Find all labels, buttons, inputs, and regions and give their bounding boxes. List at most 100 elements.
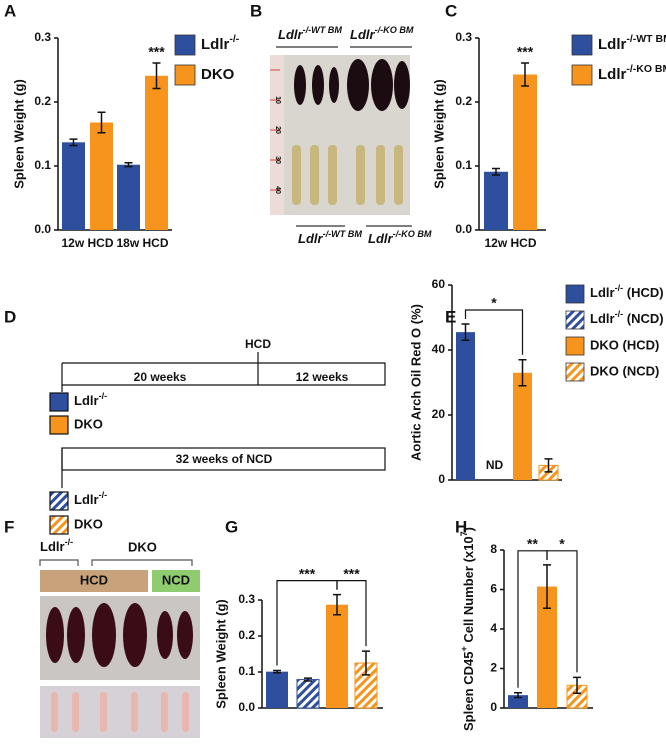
y-tick-label: 0.3 (34, 30, 51, 44)
y-axis-label: Spleen Weight (g) (213, 599, 228, 709)
bar (296, 679, 320, 709)
legend-swatch (565, 284, 585, 304)
legend-label: Ldlr-/- (NCD) (590, 309, 664, 326)
text-part: -/- (229, 33, 239, 45)
diet-label: HCD (80, 572, 108, 587)
text-part: Ldlr (368, 231, 393, 246)
error-bar (304, 677, 312, 682)
error-bar (543, 564, 551, 610)
timeline-label: HCD (245, 337, 271, 351)
bar (62, 142, 85, 230)
group-label: Ldlr-/- (40, 537, 73, 554)
significance: *** (148, 44, 165, 60)
significance: * (559, 536, 565, 552)
bar (513, 372, 532, 480)
ruler-label: 30 (274, 156, 281, 164)
error-bar (273, 669, 281, 674)
legend-swatch (565, 362, 585, 382)
y-tick-label: 6 (490, 582, 497, 596)
y-tick-label: 0.3 (238, 592, 255, 606)
text-part: Ldlr (201, 36, 229, 53)
y-tick-label: 0.1 (34, 158, 51, 172)
diet-label: NCD (162, 572, 190, 587)
bar (537, 586, 557, 708)
text-part: + (459, 646, 469, 651)
bar (456, 332, 475, 480)
y-tick-label: 0.1 (238, 664, 255, 678)
text-part: Ldlr (298, 231, 323, 246)
significance: *** (299, 565, 316, 581)
y-tick-label: 0.1 (455, 158, 472, 172)
text-part: -/-WT BM (323, 229, 363, 239)
text-part: -/-KO BM (626, 63, 666, 75)
timeline-label: 32 weeks of NCD (176, 452, 273, 466)
legend-label: DKO (NCD) (590, 363, 659, 378)
error-bar (573, 676, 581, 694)
legend-swatch (174, 64, 196, 86)
legend-swatch (565, 310, 585, 330)
bar (513, 74, 537, 230)
bracket (336, 580, 367, 647)
bar (117, 164, 140, 230)
group-label: DKO (74, 516, 103, 531)
ruler-label: 10 (274, 96, 281, 104)
legend-swatch (174, 34, 196, 56)
legend-label: DKO (201, 66, 235, 83)
text-part: ) (461, 527, 476, 531)
y-tick-label: 60 (432, 277, 446, 291)
y-axis-label: Spleen Weight (g) (431, 79, 446, 189)
y-axis-label: Spleen Weight (g) (11, 79, 26, 189)
error-bar (518, 359, 527, 387)
group-label: DKO (74, 416, 103, 431)
y-tick-label: 0.0 (455, 222, 472, 236)
error-bar (362, 650, 370, 676)
text-part: -/-WT BM (303, 25, 343, 35)
y-axis-label: Spleen CD45+ Cell Number (x107) (459, 527, 476, 731)
x-tick-label: 12w HCD (61, 236, 113, 250)
panel-letter: H (455, 517, 467, 536)
legend-label: Ldlr-/-KO BM (598, 63, 666, 83)
text-part: -/- (65, 537, 74, 547)
photo-label: Ldlr-/-KO BM (350, 25, 414, 42)
text-part: (NCD) (623, 311, 663, 326)
photo-label: Ldlr-/-KO BM (368, 229, 432, 246)
y-tick-label: 40 (432, 342, 446, 356)
error-bar (492, 167, 500, 176)
annotation: ND (486, 458, 504, 472)
error-bar (333, 593, 341, 616)
group-label: Ldlr-/- (74, 490, 107, 507)
text-part: Ldlr (598, 66, 626, 83)
significance: ** (527, 536, 538, 552)
text-part: -/- (99, 391, 108, 401)
text-part: Ldlr (350, 27, 375, 42)
y-tick-label: 0.0 (34, 222, 51, 236)
error-bar (514, 692, 522, 699)
text-part: Ldlr (278, 27, 303, 42)
timeline-label: 12 weeks (296, 370, 349, 384)
group-label: DKO (128, 539, 157, 554)
panel-letter: E (445, 307, 456, 326)
panel-letter: G (225, 517, 238, 536)
legend-label: Ldlr-/- (201, 33, 240, 53)
legend-swatch (565, 336, 585, 356)
y-tick-label: 0.3 (455, 30, 472, 44)
text-part: -/-KO BM (393, 229, 432, 239)
x-tick-label: 12w HCD (484, 236, 536, 250)
significance: *** (343, 565, 360, 581)
error-bar (97, 111, 106, 134)
group-label: Ldlr-/- (74, 391, 107, 408)
photo-f (39, 559, 200, 738)
x-tick-label: 18w HCD (116, 236, 168, 250)
text-part: Ldlr (590, 311, 615, 326)
panel-letter: A (4, 1, 16, 20)
text-part: Ldlr (598, 36, 626, 53)
panel-letter: B (250, 1, 262, 20)
text-part: Ldlr (74, 492, 99, 507)
text-part: Ldlr (74, 393, 99, 408)
legend-label: DKO (HCD) (590, 337, 659, 352)
text-part: -/- (99, 490, 108, 500)
y-tick-label: 0.2 (238, 628, 255, 642)
error-bar (521, 62, 529, 87)
bracket (464, 309, 524, 355)
